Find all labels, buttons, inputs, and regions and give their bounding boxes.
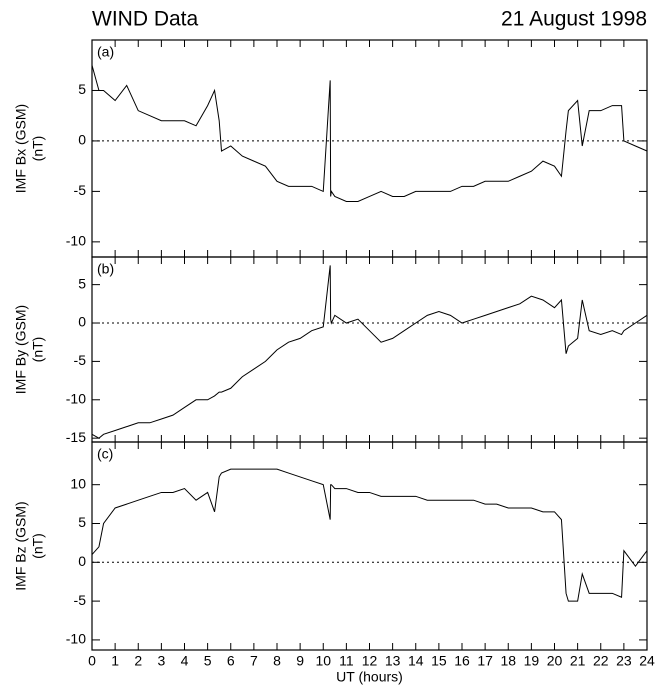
y-tick-label: -10 [66, 631, 86, 647]
y-tick-label: -10 [66, 233, 86, 249]
x-tick-label: 22 [593, 653, 609, 669]
x-tick-label: 12 [362, 653, 378, 669]
x-tick-label: 10 [315, 653, 331, 669]
y-axis-label: IMF Bz (GSM) [13, 501, 29, 590]
x-tick-label: 18 [500, 653, 516, 669]
x-tick-label: 4 [181, 653, 189, 669]
panel-label: (c) [97, 446, 113, 462]
x-tick-label: 20 [547, 653, 563, 669]
y-axis-label: IMF By (GSM) [13, 305, 29, 394]
y-tick-label: 10 [70, 475, 86, 491]
panel-label: (a) [97, 44, 114, 60]
x-tick-label: 15 [431, 653, 447, 669]
y-tick-label: 5 [78, 275, 86, 291]
y-tick-label: 0 [78, 553, 86, 569]
x-tick-label: 24 [639, 653, 655, 669]
x-tick-label: 2 [134, 653, 142, 669]
y-axis-label: (nT) [30, 337, 46, 363]
x-axis-label: UT (hours) [336, 669, 403, 685]
y-tick-label: 5 [78, 81, 86, 97]
x-tick-label: 11 [339, 653, 354, 669]
y-tick-label: 5 [78, 514, 86, 530]
x-tick-label: 13 [385, 653, 401, 669]
y-axis-label: (nT) [30, 136, 46, 162]
x-tick-label: 5 [204, 653, 212, 669]
y-tick-label: -5 [74, 592, 87, 608]
x-tick-label: 1 [111, 653, 119, 669]
y-tick-label: 0 [78, 132, 86, 148]
data-line [91, 65, 648, 202]
plot-frame [91, 441, 648, 651]
y-axis-label: IMF Bx (GSM) [13, 104, 29, 193]
x-tick-label: 23 [616, 653, 632, 669]
y-tick-label: -10 [66, 390, 86, 406]
x-tick-label: 3 [157, 653, 165, 669]
panel-label: (b) [97, 261, 114, 277]
y-tick-label: -15 [66, 429, 86, 445]
y-axis-label: (nT) [30, 533, 46, 559]
x-tick-label: 16 [454, 653, 470, 669]
plot-frame [91, 256, 648, 443]
data-line [91, 468, 648, 602]
x-tick-label: 17 [477, 653, 493, 669]
x-tick-label: 21 [570, 653, 586, 669]
x-tick-label: 6 [227, 653, 235, 669]
y-tick-label: -5 [74, 182, 87, 198]
x-tick-label: 7 [250, 653, 258, 669]
y-tick-label: -5 [74, 352, 87, 368]
x-tick-label: 9 [296, 653, 304, 669]
x-tick-label: 19 [524, 653, 540, 669]
plot-frame [91, 39, 648, 258]
x-tick-label: 14 [408, 653, 424, 669]
chart-date: 21 August 1998 [501, 8, 647, 31]
data-line [91, 265, 648, 439]
chart-title: WIND Data [92, 8, 199, 31]
x-tick-label: 8 [273, 653, 281, 669]
y-tick-label: 0 [78, 314, 86, 330]
x-tick-label: 0 [88, 653, 96, 669]
